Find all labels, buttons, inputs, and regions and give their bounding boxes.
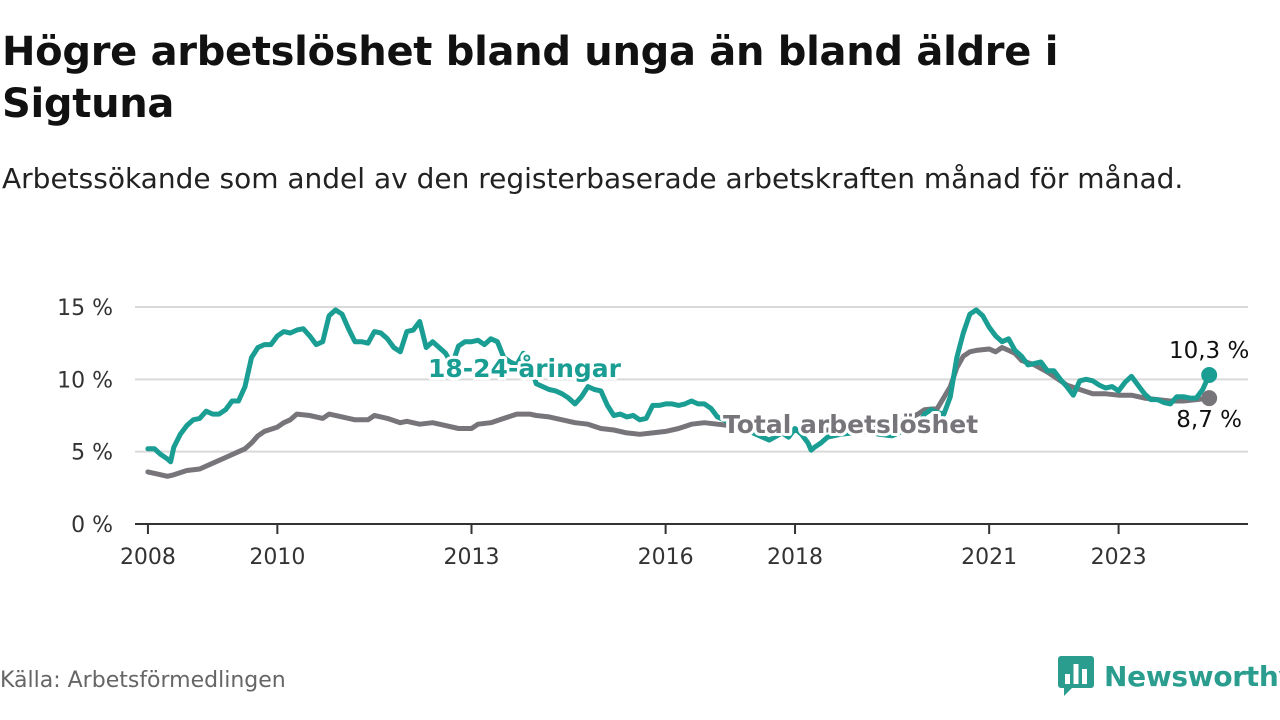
series-line-total: [145, 345, 1212, 479]
series-label-youth: 18-24-åringar: [428, 354, 622, 383]
chart-title: Högre arbetslöshet bland unga än bland ä…: [2, 29, 1059, 127]
y-tick-label: 0 %: [71, 513, 113, 538]
line-chart: 0 % 5 % 10 % 15 % 2008 2010 2013 2016 2018 2021 20…: [57, 296, 1250, 570]
x-tick-label: 2018: [767, 545, 823, 570]
end-marker-youth: [1201, 366, 1218, 383]
x-tick-label: 2013: [443, 545, 499, 570]
y-tick-label: 10 %: [57, 368, 113, 393]
brand-logo: Newsworthy: [1058, 654, 1280, 698]
source-note: Källa: Arbetsförmedlingen: [0, 668, 286, 693]
y-tick-label: 15 %: [57, 296, 113, 321]
end-label-youth: 10,3 %: [1169, 338, 1249, 364]
x-tick-label: 2016: [638, 545, 694, 570]
x-tick-label: 2021: [961, 545, 1017, 570]
y-tick-label: 5 %: [71, 441, 113, 466]
x-tick-label: 2008: [120, 545, 176, 570]
brand-name: Newsworthy: [1104, 659, 1280, 693]
end-marker-total: [1201, 390, 1218, 407]
end-label-total: 8,7 %: [1176, 407, 1242, 433]
series-label-total: Total arbetslöshet: [723, 410, 978, 439]
x-tick-label: 2023: [1091, 545, 1147, 570]
x-tick-label: 2010: [249, 545, 305, 570]
bar-chart-icon: [1058, 656, 1094, 696]
chart-subtitle: Arbetssökande som andel av den registerb…: [2, 162, 1184, 195]
series-line-youth: [145, 307, 1212, 465]
